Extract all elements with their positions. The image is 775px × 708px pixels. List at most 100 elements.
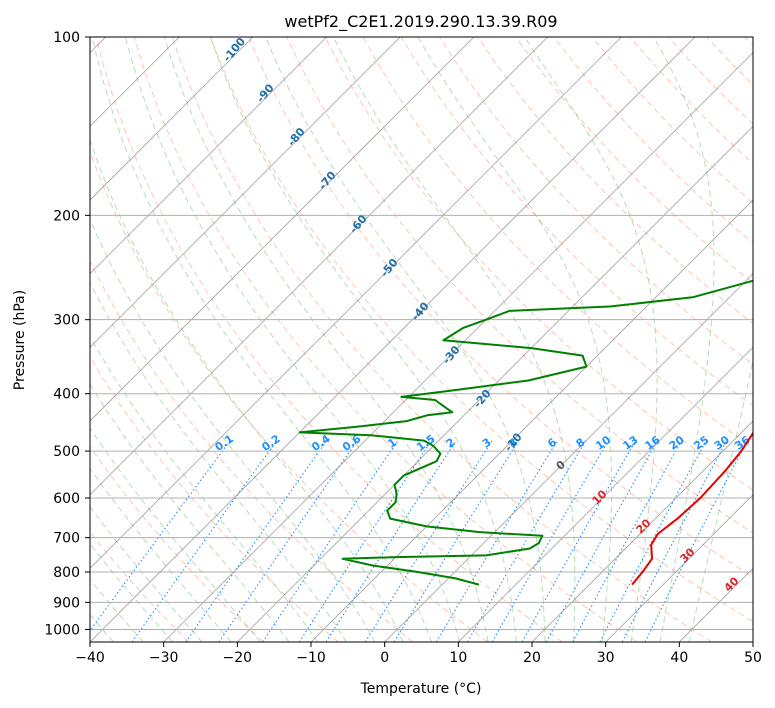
moist-adiabat-line <box>90 506 203 642</box>
dry-adiabat-line <box>744 37 753 47</box>
mixing-ratio-line <box>467 440 587 642</box>
moist-adiabat-label: -20 <box>471 387 494 411</box>
mixing-ratio-line <box>572 440 683 642</box>
isotherm-line <box>752 641 753 642</box>
x-tick-label: 30 <box>597 650 615 666</box>
y-tick-label: 800 <box>53 565 80 581</box>
dry-adiabat-label: 20 <box>634 516 654 536</box>
y-tick-label: 500 <box>53 444 80 460</box>
moist-adiabat-line <box>90 542 173 642</box>
isotherm-line <box>90 37 401 348</box>
mixing-ratio-line <box>218 440 358 642</box>
dry-adiabat-line <box>706 37 753 86</box>
dry-adiabat-label: 30 <box>678 545 698 565</box>
mixing-ratio-line <box>435 440 558 642</box>
axis-ticks: −40 −30 −20 −10 0 10 20 30 40 50 100 200 300 400 500 60… <box>44 30 762 666</box>
isotherm-line <box>90 37 475 422</box>
isotherm-line <box>310 199 753 642</box>
moist-adiabat-line <box>332 37 576 642</box>
y-tick-label: 200 <box>53 208 80 224</box>
dry-adiabat-line <box>515 37 753 284</box>
moist-adiabat-label: -90 <box>254 81 277 105</box>
profile-lines <box>298 279 753 586</box>
dewpoint-profile-line <box>298 279 753 586</box>
mixing-ratio-line <box>491 440 609 642</box>
dry-adiabat-line <box>286 37 753 534</box>
moist-adiabat-line <box>688 358 753 642</box>
moist-adiabat-line <box>90 138 404 642</box>
mixing-ratio-line <box>90 440 231 632</box>
moist-adiabat-line <box>653 37 715 642</box>
mixing-ratio-line <box>621 440 728 642</box>
mixing-ratio-label: 30 <box>712 433 732 453</box>
moist-adiabat-line <box>265 37 546 642</box>
dry-adiabat-line <box>90 531 190 642</box>
mixing-ratio-line <box>644 440 748 642</box>
x-tick-label: −20 <box>223 650 253 666</box>
mixing-ratio-label: 6 <box>545 435 559 450</box>
isotherm-line <box>605 494 753 642</box>
moist-adiabat-line <box>209 37 517 642</box>
x-tick-label: −10 <box>296 650 326 666</box>
y-tick-label: 900 <box>53 595 80 611</box>
y-tick-label: 700 <box>53 531 80 547</box>
x-tick-label: −30 <box>149 650 179 666</box>
mixing-ratio-line <box>521 440 637 642</box>
moist-adiabat-line <box>90 217 376 642</box>
y-axis-label: Pressure (hPa) <box>12 290 28 390</box>
isotherm-line <box>90 37 254 201</box>
isotherm-line <box>90 37 327 275</box>
x-tick-label: −40 <box>75 650 105 666</box>
dry-adiabat-line <box>95 37 563 642</box>
moist-adiabat-label: -100 <box>220 35 248 65</box>
dry-adiabat-line <box>477 37 753 325</box>
mixing-ratio-label: 20 <box>667 433 687 453</box>
background-lines <box>90 37 753 642</box>
mixing-ratio-line <box>185 440 328 642</box>
mixing-ratio-label: 16 <box>643 433 663 453</box>
isotherm-line <box>384 273 753 642</box>
y-tick-label: 300 <box>53 313 80 329</box>
x-axis-label: Temperature (°C) <box>360 681 482 697</box>
x-tick-label: 20 <box>523 650 541 666</box>
dry-adiabat-line <box>324 37 753 491</box>
dry-adiabat-line <box>90 259 414 642</box>
y-tick-label: 600 <box>53 491 80 507</box>
isotherm-line <box>90 37 622 569</box>
dry-adiabat-label: 10 <box>590 487 610 507</box>
moist-adiabat-label: -50 <box>378 256 401 280</box>
y-tick-label: 1000 <box>44 622 80 638</box>
moist-adiabat-line <box>90 427 261 642</box>
moist-adiabat-line <box>90 335 319 642</box>
y-tick-label: 400 <box>53 387 80 403</box>
moist-adiabat-line <box>90 578 144 642</box>
moist-adiabat-line <box>91 37 432 642</box>
isotherm-line <box>163 52 753 642</box>
dry-adiabat-line <box>248 37 753 578</box>
plot-frame <box>89 36 754 643</box>
moist-adiabat-line <box>417 37 612 642</box>
dry-adiabat-line <box>553 37 753 244</box>
dry-adiabat-line <box>171 37 712 642</box>
y-tick-label: 100 <box>53 30 80 46</box>
dry-adiabat-line <box>90 150 488 642</box>
isotherm-line <box>531 420 753 642</box>
isotherm-line <box>90 37 696 642</box>
temperature-profile-line <box>631 431 753 586</box>
moist-adiabat-line <box>163 37 489 642</box>
dry-adiabat-line <box>90 356 339 642</box>
mixing-ratio-line <box>364 440 493 642</box>
mixing-ratio-label: 13 <box>621 433 641 452</box>
mixing-ratio-line <box>131 440 278 642</box>
x-tick-label: 40 <box>670 650 688 666</box>
x-tick-label: 50 <box>744 650 762 666</box>
chart-title: wetPf2_C2E1.2019.290.13.39.R09 <box>284 12 557 32</box>
isotherm-line <box>458 346 753 642</box>
x-tick-label: 0 <box>380 650 389 666</box>
mixing-ratio-label: 8 <box>574 436 588 451</box>
mixing-ratio-line <box>325 440 457 642</box>
dry-adiabat-line <box>133 37 638 642</box>
mixing-ratio-label: 25 <box>691 433 711 452</box>
moist-adiabat-line <box>90 281 347 642</box>
